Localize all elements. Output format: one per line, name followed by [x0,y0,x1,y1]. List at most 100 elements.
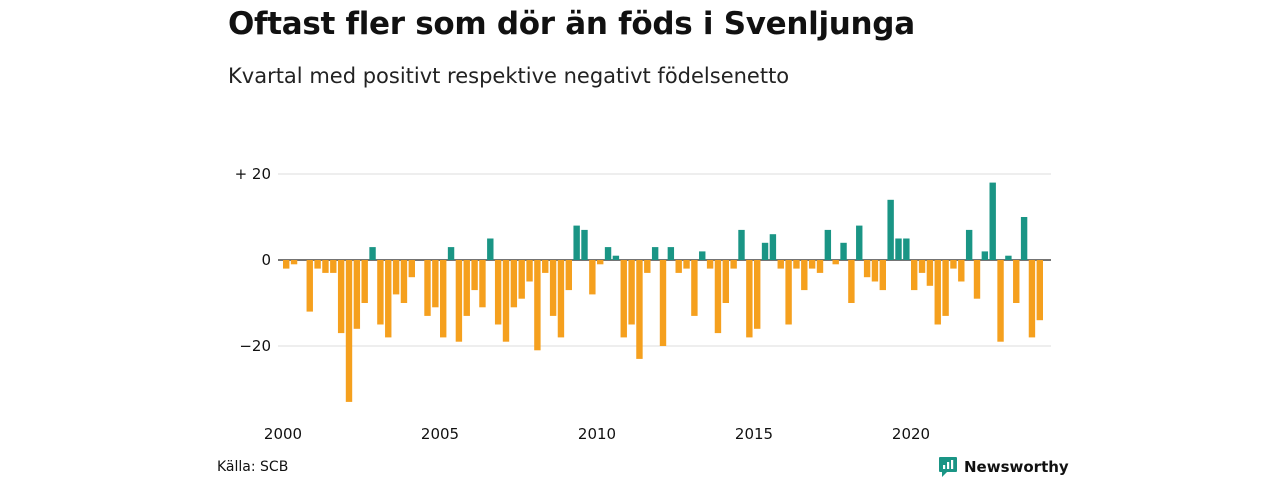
bar [871,260,879,282]
chart-title: Oftast fler som dör än föds i Svenljunga [228,6,915,42]
bar [754,260,761,329]
bar [746,260,753,338]
bar [699,251,706,260]
x-tick-label: 2010 [578,425,616,443]
bar [589,260,596,295]
y-tick-label: −20 [239,337,271,355]
bar [369,247,376,260]
bar [918,260,926,273]
bar [730,260,737,269]
bar [408,260,415,278]
bar [557,260,565,338]
x-tick-label: 2000 [264,425,302,443]
bar [314,260,321,269]
bar [283,260,290,269]
bar [973,260,981,299]
bar [816,260,824,273]
bar [620,260,627,338]
bar [1013,260,1020,303]
bar [455,260,463,342]
y-tick-label: + 20 [235,165,271,183]
bar [392,260,400,295]
bar [785,260,792,325]
bar [1020,217,1028,260]
bar [581,229,588,260]
bar [565,260,572,291]
bar [471,260,478,291]
bar [659,260,667,346]
bar [808,260,816,269]
bar [926,260,934,286]
x-tick-label: 2020 [892,425,930,443]
bar [337,260,345,334]
bar [400,260,408,303]
bar [440,260,447,338]
bar [377,260,384,325]
bar [856,225,863,260]
bar [542,260,549,273]
bar [487,238,494,260]
bar [911,260,918,291]
bar [361,260,368,303]
bar [424,260,431,316]
bar [322,260,329,273]
bar [345,260,353,402]
bar [683,260,690,269]
bar [479,260,486,308]
source-note: Källa: SCB [217,459,289,475]
bar [612,255,620,260]
bar [330,260,337,273]
bar [691,260,698,316]
bar [306,260,313,312]
bar [777,260,784,269]
bar [510,260,518,308]
bar [761,242,769,260]
bar [714,260,722,334]
bar [738,229,745,260]
bar [447,247,455,260]
x-axis-ticks: 2000 2005 2010 2015 2020 [264,425,930,443]
bar [353,260,361,329]
bar [848,260,855,303]
bar [706,260,714,269]
bar [597,260,604,265]
bar [832,260,839,265]
bar [887,199,894,260]
y-tick-label: 0 [261,251,271,269]
bar [432,260,439,308]
bar [879,260,886,291]
bar [644,260,651,273]
bars [283,182,1043,402]
bar [636,260,643,359]
bar [628,260,635,325]
bar [801,260,808,291]
bar [1005,255,1012,260]
newsworthy-logo-icon [939,457,957,477]
bar [1028,260,1036,338]
bar [965,229,973,260]
bar [863,260,871,278]
bar [534,260,541,351]
bar [958,260,965,282]
bar [942,260,949,316]
bar [549,260,557,316]
x-tick-label: 2015 [735,425,773,443]
bar [722,260,729,303]
bar [573,225,580,260]
brand-name: Newsworthy [964,458,1069,476]
bar [651,247,659,260]
bar [997,260,1004,342]
bar [675,260,682,273]
bar [518,260,525,299]
x-tick-label: 2005 [421,425,459,443]
bar [989,182,996,260]
bar [502,260,510,342]
bar [981,251,989,260]
bar [1036,260,1043,321]
bar [667,247,675,260]
brand-logo: Newsworthy [938,456,1069,478]
bar [824,229,832,260]
bar [494,260,502,325]
bar [895,238,902,260]
